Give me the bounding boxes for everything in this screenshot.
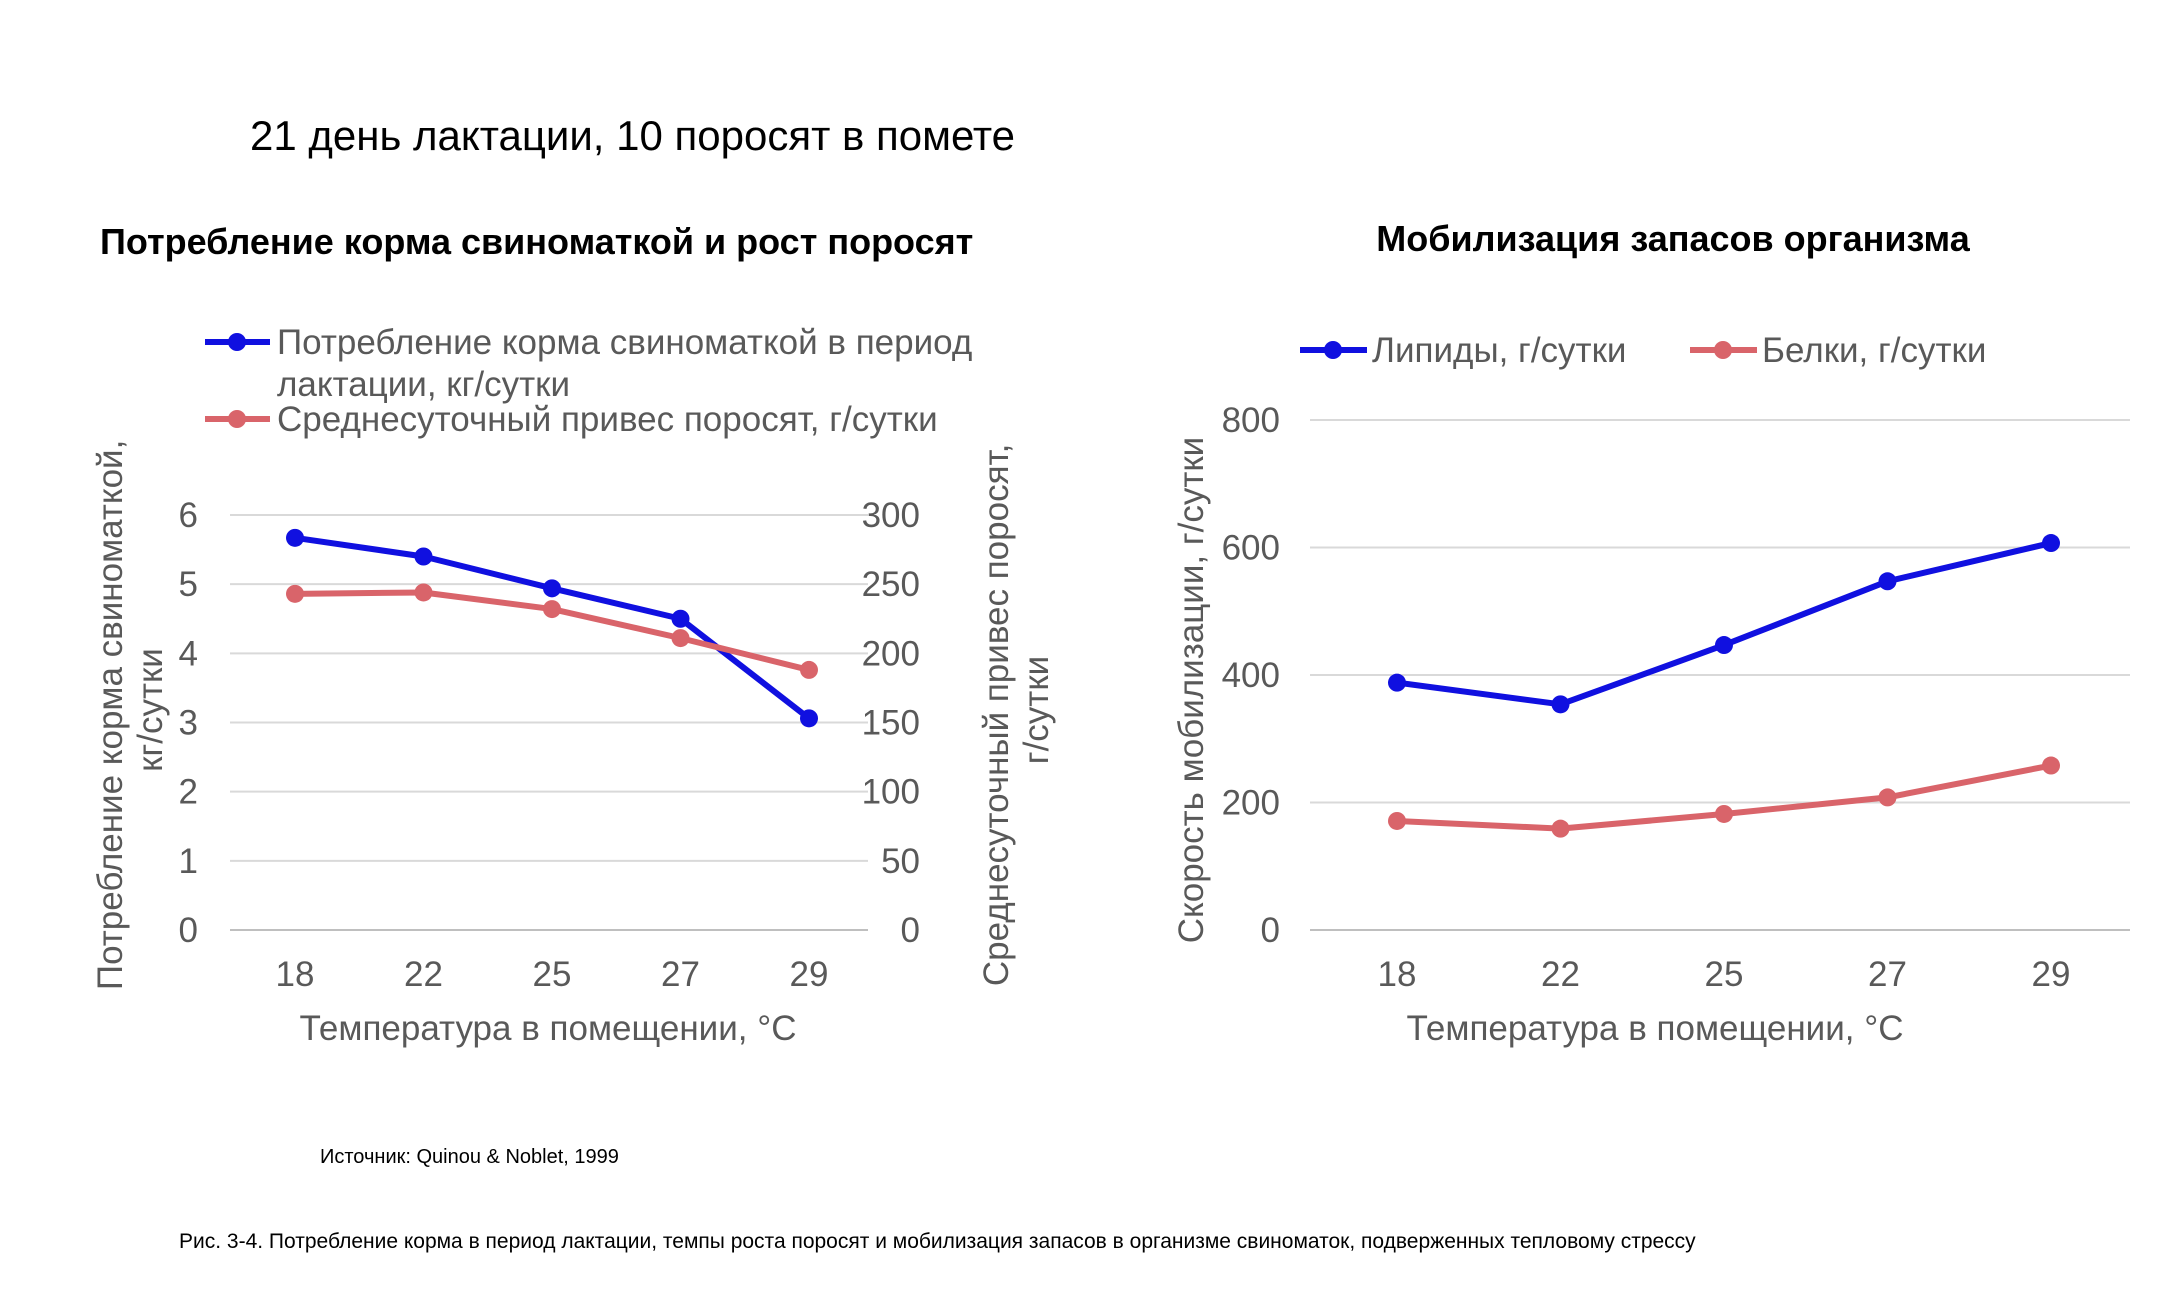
c1-y-tick-label: 0: [179, 911, 198, 950]
chart1-legend-label-feed: Потребление корма свиноматкой в период л…: [277, 323, 982, 404]
c1-data-point: [671, 609, 690, 628]
c1-data-point: [671, 629, 690, 648]
c1-y-tick-label: 2: [179, 773, 198, 812]
c1-y2-tick-label: 250: [862, 565, 920, 604]
chart1-y2-ticks: 0 50 100 150 200 250 300: [862, 496, 920, 950]
chart1-legend-label-feed-line1: Потребление корма свиноматкой в период: [277, 323, 972, 362]
c1-y2-tick-label: 200: [862, 634, 920, 673]
chart1-x-ticks: 18 22 25 27 29: [276, 955, 829, 994]
chart1-x-axis-label: Температура в помещении, °С: [300, 1009, 797, 1048]
c2-series-line-0: [1396, 540, 2052, 708]
c2-y-tick-label: 600: [1222, 529, 1280, 568]
c2-data-point: [1551, 819, 1570, 838]
c1-y-tick-label: 6: [179, 496, 198, 535]
chart2-legend-label-proteins: Белки, г/сутки: [1762, 331, 1986, 370]
chart1-legend-dot-gain: [228, 410, 246, 428]
chart2-y-axis-label: Скорость мобилизации, г/сутки: [1172, 437, 1211, 943]
c2-y-tick-label: 800: [1222, 401, 1280, 440]
chart2-x-axis-label: Температура в помещении, °С: [1407, 1009, 1904, 1048]
c1-y2-tick-label: 300: [862, 496, 920, 535]
c2-data-point: [1388, 811, 1406, 830]
c1-data-point: [800, 709, 818, 728]
c2-y-tick-label: 0: [1261, 911, 1280, 950]
chart2-legend: Липиды, г/сутки Белки, г/сутки: [1300, 331, 1986, 370]
c1-x-tick-label: 25: [533, 955, 572, 994]
c2-x-tick-label: 25: [1705, 955, 1744, 994]
c2-x-tick-label: 22: [1541, 955, 1580, 994]
chart1-y-axis-label: Потребление корма свиноматкой, кг/сутки: [91, 430, 170, 990]
c1-data-point: [543, 579, 561, 598]
c2-x-tick-label: 29: [2032, 955, 2071, 994]
chart1-legend-item-feed: Потребление корма свиноматкой в период л…: [205, 323, 982, 404]
c1-data-point: [414, 583, 433, 602]
c2-data-point: [2042, 534, 2060, 553]
c2-x-tick-label: 18: [1378, 955, 1417, 994]
chart1-y2-axis-label-line2: г/сутки: [1017, 656, 1056, 764]
figure-caption: Рис. 3-4. Потребление корма в период лак…: [179, 1230, 1696, 1253]
c2-data-point: [1388, 673, 1406, 692]
chart1-legend-label-gain: Среднесуточный привес поросят, г/сутки: [277, 400, 938, 439]
c1-data-point: [414, 547, 433, 566]
chart1-legend-item-gain: Среднесуточный привес поросят, г/сутки: [205, 400, 938, 439]
c1-y2-tick-label: 50: [881, 842, 920, 881]
c1-x-tick-label: 27: [661, 955, 700, 994]
feed-growth-chart: Потребление корма свиноматкой и рост пор…: [91, 221, 1056, 1048]
chart2-legend-item-lipids: Липиды, г/сутки: [1300, 331, 1626, 370]
c2-y-tick-label: 200: [1222, 784, 1280, 823]
chart1-y-ticks: 0 1 2 3 4 5 6: [179, 496, 198, 950]
mobilization-chart: Мобилизация запасов организма Липиды, г/…: [1172, 218, 2130, 1048]
chart2-x-ticks: 18 22 25 27 29: [1378, 955, 2071, 994]
chart1-legend: Потребление корма свиноматкой в период л…: [205, 323, 982, 439]
chart1-y-axis-label-line1: Потребление корма свиноматкой,: [91, 440, 130, 990]
c1-y-tick-label: 3: [179, 704, 198, 743]
c1-data-point: [543, 600, 561, 619]
chart1-y2-axis-label-line1: Среднесуточный привес поросят,: [977, 444, 1016, 987]
chart2-title: Мобилизация запасов организма: [1376, 218, 1970, 259]
chart1-y2-axis-label: Среднесуточный привес поросят, г/сутки: [977, 434, 1056, 986]
chart1-y-axis-label-line2: кг/сутки: [131, 648, 170, 772]
chart2-legend-item-proteins: Белки, г/сутки: [1690, 331, 1986, 370]
chart1-title: Потребление корма свиноматкой и рост пор…: [100, 221, 973, 262]
chart1-gridlines: [230, 514, 868, 931]
chart1-legend-dot-feed: [228, 333, 246, 351]
chart2-legend-dot-lipids: [1324, 341, 1342, 359]
c1-y2-tick-label: 0: [901, 911, 920, 950]
c2-y-tick-label: 400: [1222, 656, 1280, 695]
chart1-legend-label-feed-line2: лактации, кг/сутки: [277, 365, 570, 404]
c1-series-line-0: [294, 534, 811, 721]
c2-x-tick-label: 27: [1868, 955, 1907, 994]
c2-data-point: [1715, 636, 1733, 655]
c1-y2-tick-label: 150: [862, 704, 920, 743]
source-note: Источник: Quinou & Noblet, 1999: [320, 1146, 619, 1168]
c1-y-tick-label: 5: [179, 565, 198, 604]
c1-data-point: [800, 660, 818, 679]
c1-data-point: [286, 528, 304, 547]
c1-x-tick-label: 22: [404, 955, 443, 994]
c1-y-tick-label: 1: [179, 842, 198, 881]
c2-data-point: [1878, 788, 1897, 807]
page-heading: 21 день лактации, 10 поросят в помете: [250, 112, 1015, 159]
c1-x-tick-label: 18: [276, 955, 315, 994]
chart2-gridlines: [1310, 419, 2130, 931]
c2-data-point: [1715, 804, 1733, 823]
c2-data-point: [2042, 756, 2060, 775]
c1-y2-tick-label: 100: [862, 773, 920, 812]
chart2-legend-label-lipids: Липиды, г/сутки: [1372, 331, 1626, 370]
c2-data-point: [1551, 695, 1570, 714]
chart2-y-ticks: 0 200 400 600 800: [1222, 401, 1280, 950]
c1-y-tick-label: 4: [179, 634, 198, 673]
c1-data-point: [286, 584, 304, 603]
c1-x-tick-label: 29: [790, 955, 829, 994]
c2-data-point: [1878, 572, 1897, 591]
chart2-legend-dot-proteins: [1714, 341, 1732, 359]
chart1-series: [286, 528, 818, 728]
chart2-series: [1388, 534, 2060, 838]
